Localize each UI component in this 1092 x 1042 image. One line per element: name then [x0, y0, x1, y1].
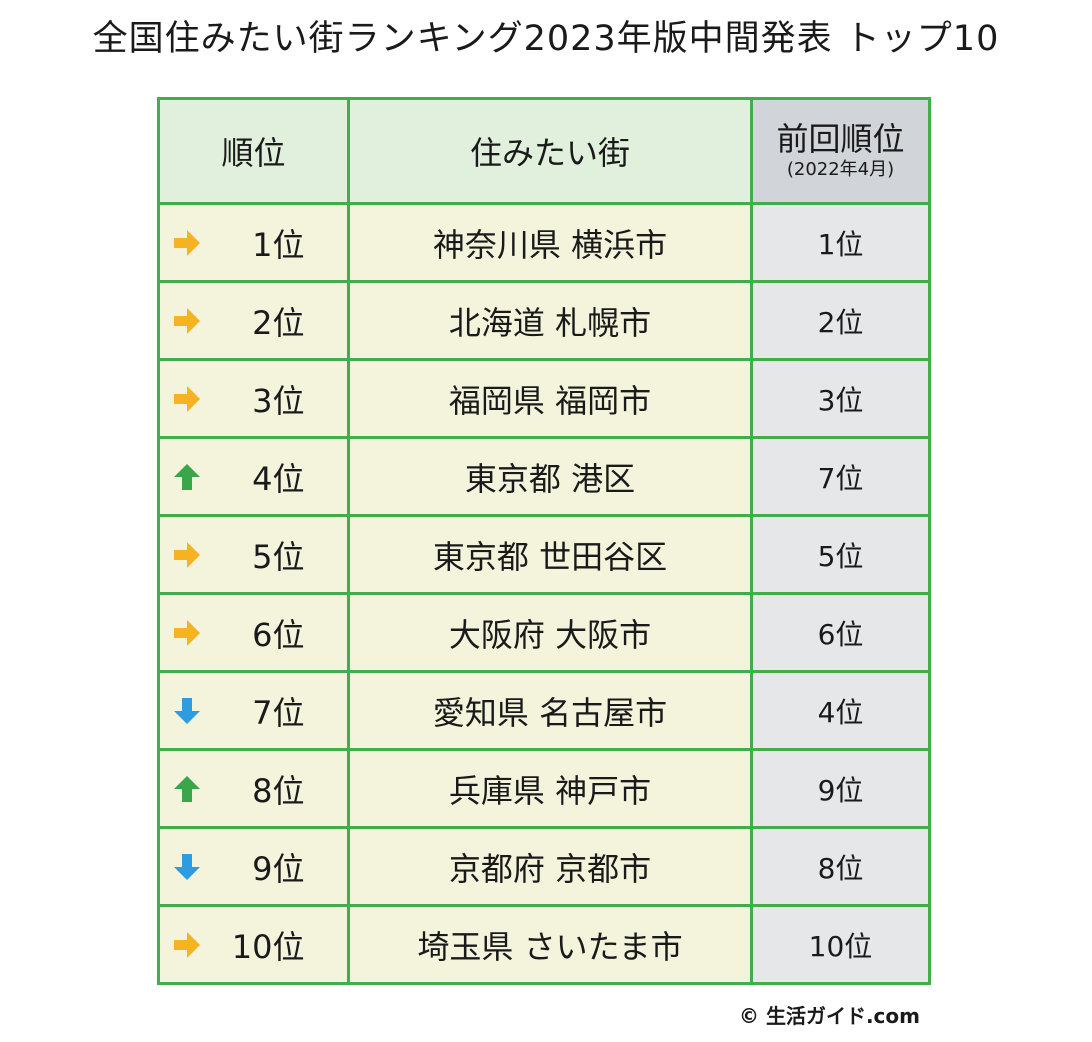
- header-previous-rank-label: 前回順位: [776, 119, 905, 158]
- rank-cell: 1位: [157, 202, 350, 283]
- rank-cell: 8位: [157, 748, 350, 829]
- header-city: 住みたい街: [347, 97, 753, 205]
- current-rank: 7位: [252, 693, 305, 732]
- current-rank: 9位: [252, 849, 305, 888]
- city-name: 神奈川県 横浜市: [347, 202, 753, 283]
- table-row: 6位 大阪府 大阪市 6位: [157, 592, 931, 673]
- table-row: 9位 京都府 京都市 8位: [157, 826, 931, 907]
- arrow-right-icon: [173, 229, 200, 256]
- arrow-right-icon: [173, 385, 200, 412]
- table-row: 5位 東京都 世田谷区 5位: [157, 514, 931, 595]
- city-name: 兵庫県 神戸市: [347, 748, 753, 829]
- arrow-right-icon: [173, 619, 200, 646]
- rank-cell: 2位: [157, 280, 350, 361]
- previous-rank: 8位: [750, 826, 931, 907]
- table-body: 1位 神奈川県 横浜市 1位 2位 北海道 札幌市 2位 3位 福岡県 福岡市 3位 4位 東京都 …: [157, 202, 931, 985]
- city-name: 京都府 京都市: [347, 826, 753, 907]
- previous-rank: 4位: [750, 670, 931, 751]
- arrow-right-icon: [173, 931, 200, 958]
- arrow-right-icon: [173, 541, 200, 568]
- city-name: 北海道 札幌市: [347, 280, 753, 361]
- previous-rank: 2位: [750, 280, 931, 361]
- current-rank: 4位: [252, 459, 305, 498]
- current-rank: 2位: [252, 303, 305, 342]
- arrow-up-icon: [173, 775, 200, 802]
- ranking-table: 順位 住みたい街 前回順位 (2022年4月) 1位 神奈川県 横浜市 1位 2位 北海…: [157, 97, 931, 985]
- rank-cell: 10位: [157, 904, 350, 985]
- table-row: 1位 神奈川県 横浜市 1位: [157, 202, 931, 283]
- current-rank: 6位: [252, 615, 305, 654]
- city-name: 埼玉県 さいたま市: [347, 904, 753, 985]
- rank-cell: 7位: [157, 670, 350, 751]
- current-rank: 5位: [252, 537, 305, 576]
- table-row: 7位 愛知県 名古屋市 4位: [157, 670, 931, 751]
- current-rank: 10位: [231, 927, 305, 966]
- table-row: 4位 東京都 港区 7位: [157, 436, 931, 517]
- page-title: 全国住みたい街ランキング2023年版中間発表 トップ10: [92, 19, 1000, 59]
- current-rank: 8位: [252, 771, 305, 810]
- arrow-down-icon: [173, 853, 200, 880]
- table-row: 10位 埼玉県 さいたま市 10位: [157, 904, 931, 985]
- city-name: 東京都 世田谷区: [347, 514, 753, 595]
- city-name: 東京都 港区: [347, 436, 753, 517]
- previous-rank: 3位: [750, 358, 931, 439]
- table-row: 8位 兵庫県 神戸市 9位: [157, 748, 931, 829]
- previous-rank: 5位: [750, 514, 931, 595]
- rank-cell: 4位: [157, 436, 350, 517]
- previous-rank: 10位: [750, 904, 931, 985]
- rank-cell: 3位: [157, 358, 350, 439]
- header-rank: 順位: [157, 97, 350, 205]
- arrow-down-icon: [173, 697, 200, 724]
- previous-rank: 1位: [750, 202, 931, 283]
- city-name: 愛知県 名古屋市: [347, 670, 753, 751]
- previous-rank: 6位: [750, 592, 931, 673]
- table-row: 2位 北海道 札幌市 2位: [157, 280, 931, 361]
- table-header-row: 順位 住みたい街 前回順位 (2022年4月): [157, 97, 931, 205]
- city-name: 大阪府 大阪市: [347, 592, 753, 673]
- rank-cell: 9位: [157, 826, 350, 907]
- header-previous-rank-note: (2022年4月): [786, 158, 895, 180]
- copyright-credit: © 生活ガイド.com: [739, 1004, 920, 1028]
- arrow-up-icon: [173, 463, 200, 490]
- rank-cell: 5位: [157, 514, 350, 595]
- table-row: 3位 福岡県 福岡市 3位: [157, 358, 931, 439]
- header-previous-rank: 前回順位 (2022年4月): [750, 97, 931, 205]
- arrow-right-icon: [173, 307, 200, 334]
- previous-rank: 9位: [750, 748, 931, 829]
- city-name: 福岡県 福岡市: [347, 358, 753, 439]
- current-rank: 3位: [252, 381, 305, 420]
- rank-cell: 6位: [157, 592, 350, 673]
- current-rank: 1位: [252, 225, 305, 264]
- previous-rank: 7位: [750, 436, 931, 517]
